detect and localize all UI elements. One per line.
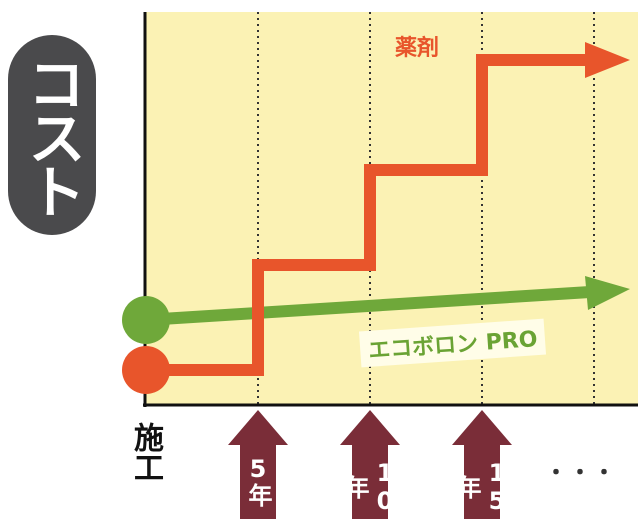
eco-start xyxy=(122,296,170,344)
y-label: コスト xyxy=(8,35,96,235)
chemical-arrowhead xyxy=(585,42,630,78)
more-label: ・・・ xyxy=(545,461,618,486)
chemical-start xyxy=(122,346,170,394)
year-label: 5年 xyxy=(244,455,272,507)
start-label: 施工 xyxy=(128,422,163,482)
eco-line xyxy=(144,286,591,326)
eco-arrowhead xyxy=(585,276,630,310)
year-label: 15年 xyxy=(453,459,511,515)
time-arrows xyxy=(228,410,512,519)
series-label: 薬剤 xyxy=(395,36,440,61)
chemical-line xyxy=(145,54,590,376)
year-label: 10年 xyxy=(341,459,399,515)
